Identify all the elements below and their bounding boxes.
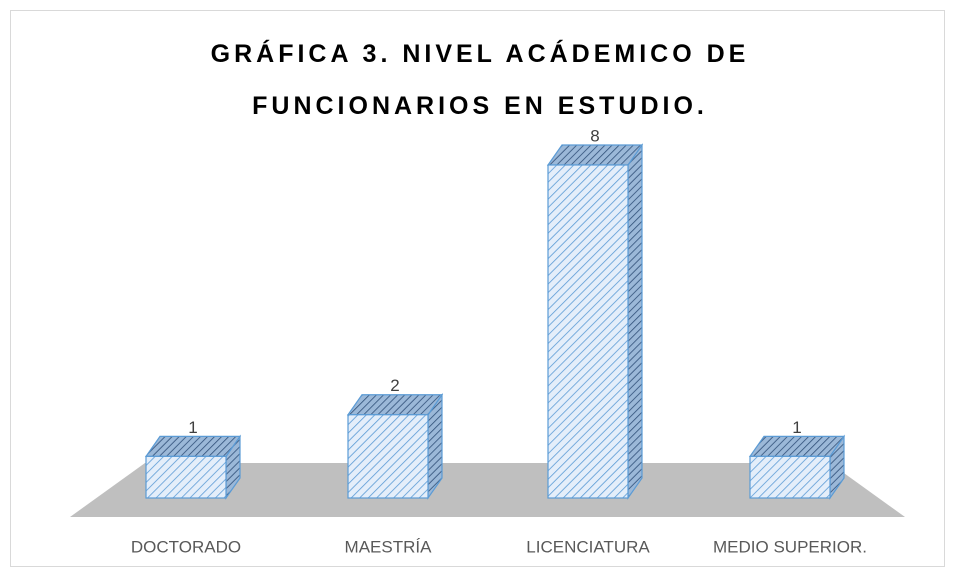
x-tick-label: MAESTRÍA — [345, 537, 433, 556]
floor — [70, 463, 905, 517]
data-label: 8 — [590, 126, 599, 145]
data-label: 2 — [390, 376, 399, 395]
bar — [145, 455, 227, 499]
bar-top — [144, 435, 242, 457]
bar-top — [346, 394, 444, 416]
bar — [749, 455, 831, 499]
x-tick-label: DOCTORADO — [131, 537, 241, 556]
data-label: 1 — [188, 418, 197, 437]
chart-title: GRÁFICA 3. NIVEL ACÁDEMICO DE FUNCIONARI… — [210, 40, 750, 120]
data-label: 1 — [792, 418, 801, 437]
x-tick-label: MEDIO SUPERIOR. — [713, 537, 867, 556]
bar-side — [627, 143, 643, 500]
bar — [547, 164, 629, 499]
bar-top — [546, 144, 644, 166]
x-tick-label: LICENCIATURA — [526, 537, 650, 556]
bar-top — [748, 435, 846, 457]
bar — [347, 414, 429, 499]
